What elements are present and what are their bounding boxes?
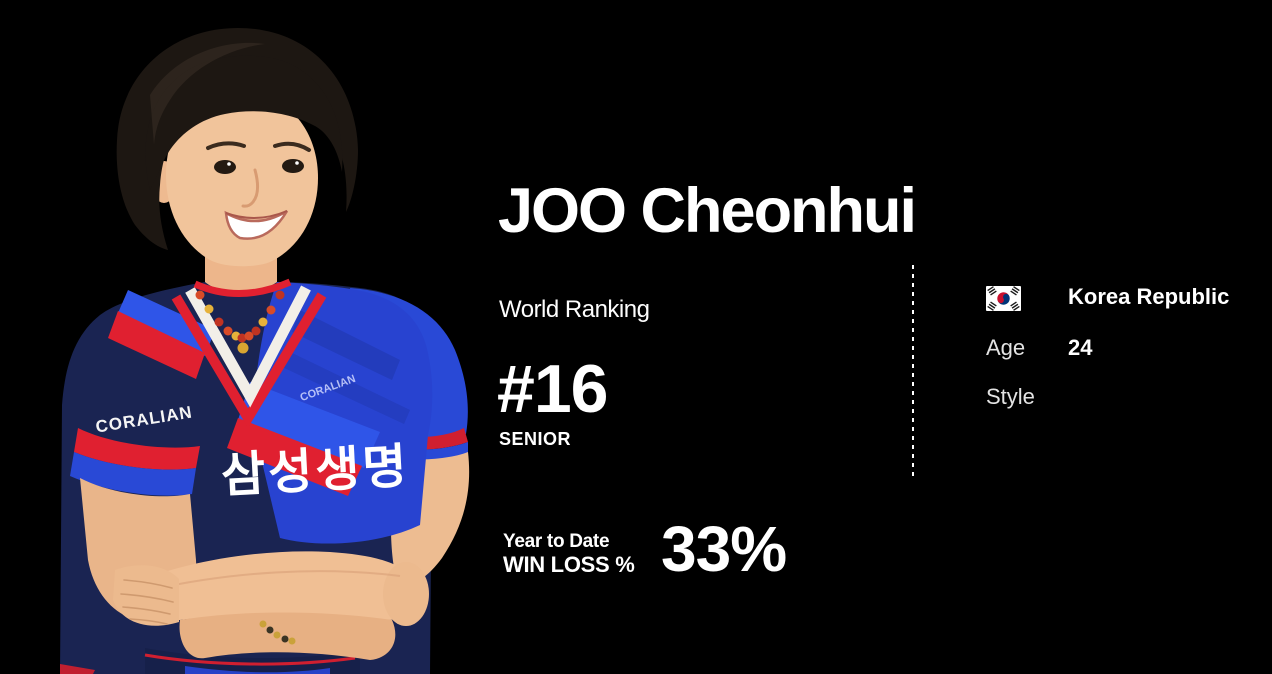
country-value: Korea Republic [1068,284,1230,309]
player-name: JOO Cheonhui [498,176,917,246]
age-label: Age [986,335,1026,360]
bracelet [259,620,296,645]
jersey-chest-text: 삼성생명 [220,440,411,503]
info-row-style: Style [986,384,1068,410]
ytd-label-line2: WIN LOSS % [503,552,635,577]
ytd-winloss-value: 33% [661,513,787,585]
info-row-age: Age 24 [986,335,1092,361]
south-korea-flag-icon [986,284,1068,311]
info-row-country: Korea Republic [986,284,1229,311]
world-ranking-level: SENIOR [499,429,572,449]
world-ranking-label: World Ranking [499,296,650,323]
ytd-label-line1: Year to Date [503,531,610,552]
bead-necklace [195,290,285,354]
ytd-winloss-label: Year to Date WIN LOSS % [503,531,635,577]
player-photo-illustration: CORALIAN CORALIAN 삼성생명 [60,28,470,674]
player-photo: CORALIAN CORALIAN 삼성생명 [0,0,470,674]
dotted-divider [912,265,914,478]
style-label: Style [986,384,1035,409]
age-value: 24 [1068,335,1093,360]
world-ranking-value: #16 [497,351,608,427]
